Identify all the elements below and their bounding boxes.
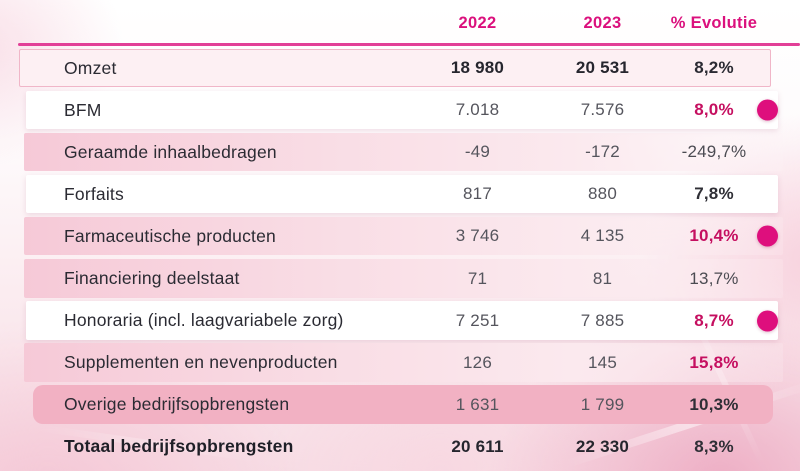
row-background (24, 343, 783, 382)
row-background (24, 258, 783, 298)
row-value-2023: -172 (585, 142, 620, 162)
table-row: BFM 7.018 7.576 8,0% (24, 89, 778, 131)
row-label: Totaal bedrijfsopbrengsten (64, 436, 294, 457)
row-value-evolutie: -249,7% (681, 142, 747, 162)
row-value-2022: -49 (464, 142, 491, 162)
row-label: Financiering deelstaat (64, 268, 240, 289)
row-value-2022: 7.018 (455, 100, 500, 120)
table-header: 2022 2023 % Evolutie (24, 6, 776, 40)
table-row: Geraamde inhaalbedragen -49 -172 -249,7% (24, 131, 783, 173)
column-header-2023: 2023 (583, 13, 622, 32)
row-label: Honoraria (incl. laagvariabele zorg) (64, 310, 344, 331)
row-value-2023: 7 885 (580, 310, 625, 330)
row-label: BFM (64, 99, 102, 120)
row-label: Geraamde inhaalbedragen (64, 141, 277, 162)
row-background (24, 216, 783, 256)
row-value-2023: 81 (592, 268, 613, 288)
column-header-evolutie: % Evolutie (670, 13, 758, 32)
row-value-2022: 3 746 (455, 226, 500, 246)
row-value-evolutie: 8,3% (694, 436, 734, 456)
row-value-2022: 126 (463, 352, 492, 372)
table-row: Totaal bedrijfsopbrengsten 20 611 22 330… (24, 426, 776, 468)
row-background (26, 301, 778, 340)
row-value-2023: 1 799 (580, 394, 625, 414)
row-label: Overige bedrijfsopbrengsten (64, 394, 290, 415)
table-row: Forfaits 817 880 7,8% (24, 173, 778, 215)
row-value-evolutie: 8,7% (694, 310, 734, 330)
row-value-2022: 1 631 (455, 394, 500, 414)
row-value-2022: 20 611 (451, 436, 504, 456)
row-label: Farmaceutische producten (64, 225, 276, 246)
header-divider (18, 43, 800, 46)
row-value-2022: 18 980 (450, 58, 505, 78)
column-header-2022: 2022 (458, 13, 497, 32)
row-background (24, 132, 783, 172)
row-background (33, 385, 773, 424)
highlight-dot-icon (757, 99, 778, 121)
row-value-2023: 22 330 (575, 436, 630, 456)
row-background (26, 174, 778, 214)
row-value-2022: 817 (463, 184, 492, 204)
highlight-dot-icon (757, 225, 778, 247)
row-value-evolutie: 8,0% (694, 100, 734, 120)
table-body: Omzet 18 980 20 531 8,2% BFM 7.018 7.576… (19, 47, 783, 468)
row-value-2023: 20 531 (575, 58, 630, 78)
row-value-evolutie: 15,8% (689, 352, 739, 372)
row-value-evolutie: 13,7% (689, 268, 739, 288)
row-value-2022: 71 (467, 268, 488, 288)
table-row: Supplementen en nevenproducten 126 145 1… (24, 342, 783, 384)
row-background (19, 48, 771, 88)
row-value-2023: 880 (588, 184, 617, 204)
row-value-2022: 7 251 (455, 310, 500, 330)
row-value-2023: 7.576 (580, 100, 625, 120)
row-label: Omzet (64, 57, 117, 78)
row-value-evolutie: 8,2% (694, 58, 734, 78)
table-row: Overige bedrijfsopbrengsten 1 631 1 799 … (24, 384, 776, 426)
row-value-evolutie: 10,4% (689, 226, 739, 246)
table-row: Financiering deelstaat 71 81 13,7% (24, 257, 783, 299)
row-label: Supplementen en nevenproducten (64, 352, 338, 373)
row-value-2023: 4 135 (580, 226, 625, 246)
table-row: Honoraria (incl. laagvariabele zorg) 7 2… (24, 300, 778, 342)
row-value-evolutie: 10,3% (689, 394, 739, 414)
row-value-evolutie: 7,8% (694, 184, 734, 204)
highlight-dot-icon (757, 310, 778, 332)
table-row: Omzet 18 980 20 531 8,2% (19, 47, 776, 89)
row-background (26, 90, 778, 130)
row-label: Forfaits (64, 183, 124, 204)
row-value-2023: 145 (588, 352, 617, 372)
table-row: Farmaceutische producten 3 746 4 135 10,… (24, 215, 783, 257)
